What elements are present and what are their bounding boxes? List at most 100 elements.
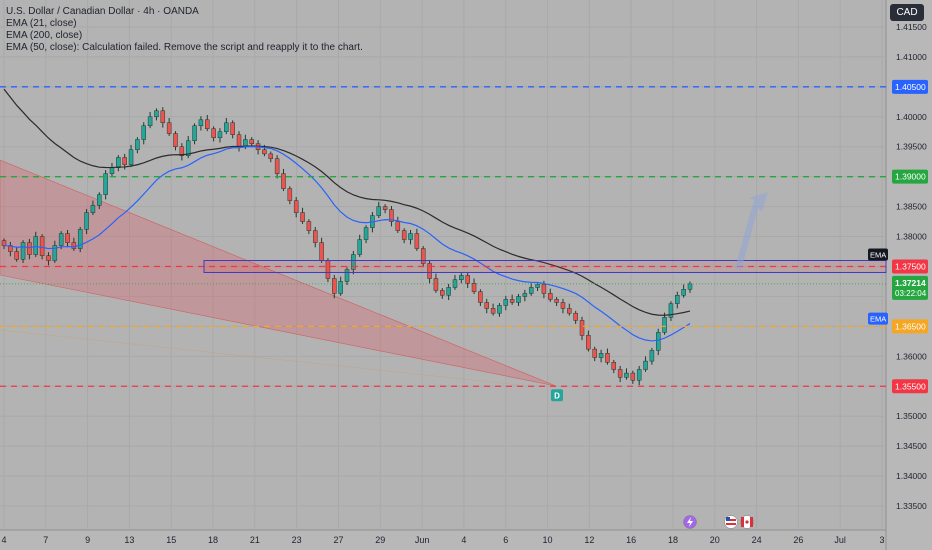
candle-body	[224, 122, 229, 133]
lightning-glyph	[687, 517, 693, 527]
candle-body	[509, 299, 515, 303]
candle-body	[408, 233, 413, 240]
candle-body	[319, 242, 324, 261]
projection-arrow	[735, 192, 768, 271]
candle-body	[287, 188, 293, 201]
candle	[389, 206, 394, 227]
candle	[211, 126, 216, 142]
candle-body	[84, 212, 89, 230]
candle	[97, 192, 102, 210]
y-tick-label: 1.34500	[896, 441, 927, 451]
candle	[617, 365, 623, 383]
candle-body	[573, 312, 578, 321]
candle	[90, 200, 96, 215]
current-price-label: 1.37214	[895, 278, 926, 288]
candle	[401, 228, 407, 244]
candle	[516, 294, 521, 307]
candle	[643, 356, 648, 372]
candle	[338, 276, 343, 296]
x-tick-label: 29	[375, 535, 385, 545]
x-tick-label: 9	[85, 535, 90, 545]
candle-body	[478, 291, 483, 303]
candle	[420, 246, 426, 268]
x-tick-label: 16	[626, 535, 636, 545]
candle-body	[14, 251, 19, 260]
legend-symbol-title[interactable]: U.S. Dollar / Canadian Dollar · 4h · OAN…	[6, 6, 199, 17]
candle-body	[414, 233, 420, 249]
y-tick-label: 1.35000	[896, 411, 927, 421]
candle	[573, 310, 578, 324]
candle-body	[90, 205, 96, 213]
legend-ema-50-error[interactable]: EMA (50, close): Calculation failed. Rem…	[6, 42, 363, 53]
candle-body	[605, 353, 610, 363]
candle-body	[205, 119, 210, 130]
ca-flag-leaf	[745, 520, 749, 524]
candle-body	[65, 233, 70, 243]
candle-body	[528, 287, 534, 294]
level-price-tag	[892, 169, 928, 184]
candle	[528, 282, 534, 296]
x-tick-label: 4	[1, 535, 6, 545]
us-flag-stripe	[726, 519, 736, 521]
x-tick-label: 10	[543, 535, 553, 545]
candle-body	[306, 221, 312, 231]
level-price-tag	[892, 259, 928, 274]
y-tick-label: 1.36000	[896, 351, 927, 361]
candle	[281, 168, 286, 192]
candle-body	[662, 317, 667, 333]
candle	[655, 328, 661, 356]
candle-body	[1, 240, 7, 246]
candle	[567, 303, 572, 316]
legend-ema-21[interactable]: EMA (21, close)	[6, 18, 77, 29]
candle-body	[681, 289, 686, 296]
candle-body	[71, 242, 77, 249]
candle-body	[655, 332, 661, 351]
currency-badge[interactable]: CAD	[890, 4, 924, 21]
candle	[39, 234, 45, 260]
candle	[484, 298, 489, 314]
candle-body	[490, 308, 496, 314]
level-price-tag-label: 1.39000	[895, 172, 926, 182]
x-tick-label: 24	[752, 535, 762, 545]
x-tick-label: 27	[333, 535, 343, 545]
ca-flag-band	[741, 517, 744, 527]
candle	[154, 108, 159, 121]
candle-body	[293, 200, 299, 213]
candle-body	[675, 294, 680, 304]
candle-body	[522, 293, 528, 297]
x-tick-label: 7	[43, 535, 48, 545]
candle	[579, 316, 585, 341]
candle-body	[363, 227, 369, 240]
candle-body	[77, 229, 83, 249]
candle	[503, 295, 509, 311]
candle-body	[122, 157, 127, 165]
candle-body	[103, 173, 108, 195]
y-tick-label: 1.39500	[896, 142, 927, 152]
candle	[103, 170, 108, 200]
candle-body	[567, 308, 572, 314]
candle	[548, 288, 553, 302]
ema-axis-tag	[868, 312, 888, 325]
candle-body	[484, 302, 489, 309]
candle	[84, 209, 89, 235]
candle-body	[332, 278, 337, 294]
candle-body	[592, 348, 597, 358]
candle-body	[141, 125, 146, 140]
legend-ema-200[interactable]: EMA (200, close)	[6, 30, 83, 41]
candle-body	[109, 167, 115, 174]
candle	[509, 294, 515, 305]
candle	[14, 246, 19, 262]
candle-body	[217, 131, 223, 138]
candle	[224, 117, 229, 135]
y-tick-label: 1.38000	[896, 232, 927, 242]
candle	[408, 229, 413, 245]
candle	[662, 312, 667, 335]
candle-body	[135, 139, 140, 150]
x-tick-label: 20	[710, 535, 720, 545]
candle	[675, 291, 680, 309]
candle	[630, 370, 636, 384]
candle	[306, 219, 312, 235]
candle	[376, 201, 382, 218]
